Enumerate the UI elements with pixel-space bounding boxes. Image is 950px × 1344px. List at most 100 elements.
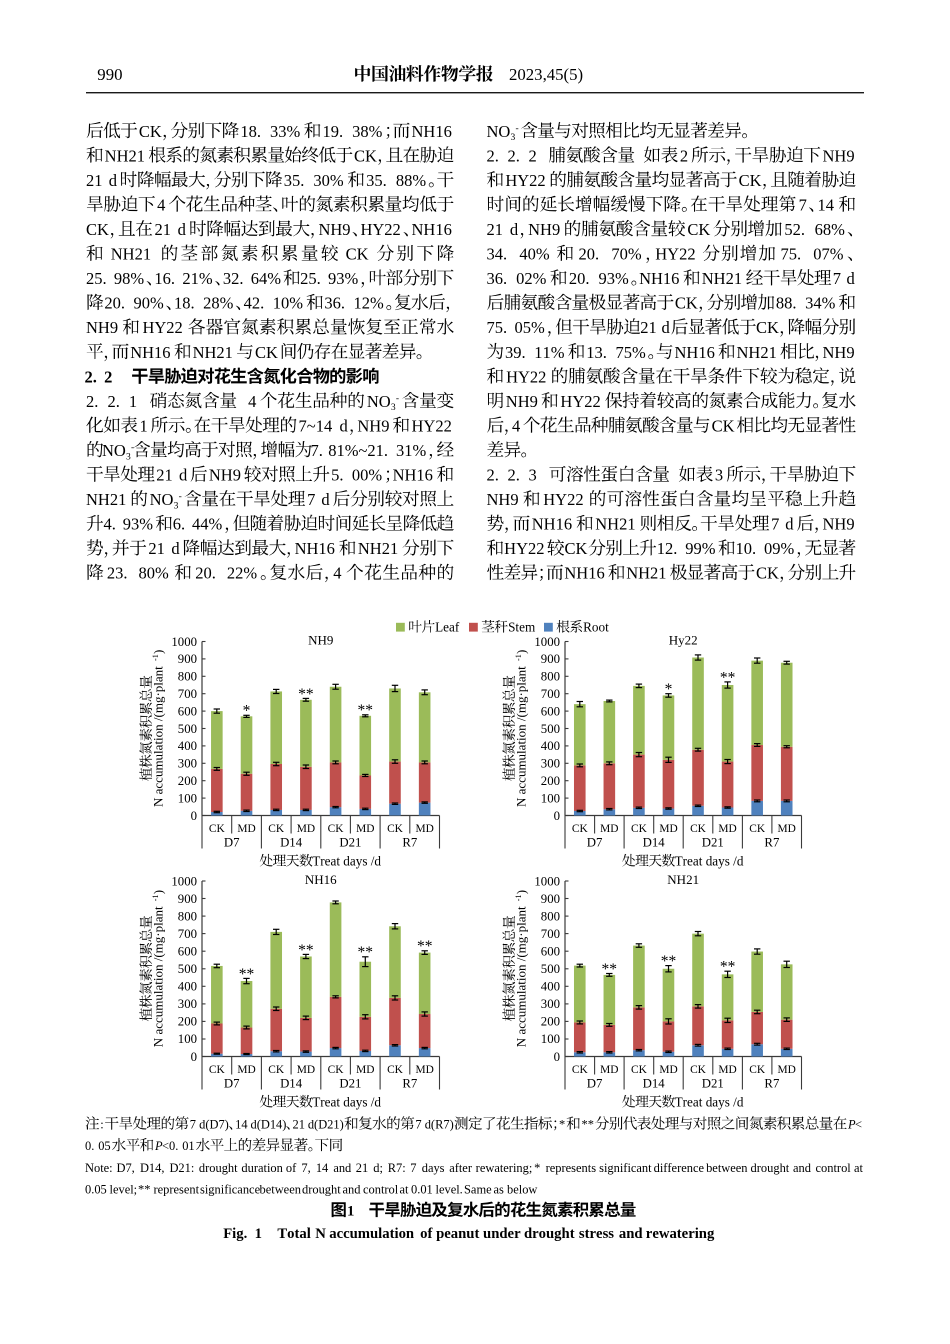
svg-text:HY22: HY22 bbox=[543, 490, 583, 509]
svg-text:1: 1 bbox=[129, 392, 137, 411]
svg-text:Treat days /d: Treat days /d bbox=[675, 1095, 744, 1110]
svg-text:NO: NO bbox=[102, 441, 126, 460]
svg-text:MD: MD bbox=[778, 1064, 796, 1076]
svg-text:100: 100 bbox=[541, 791, 560, 805]
svg-text:44%: 44% bbox=[192, 515, 223, 534]
svg-text:**: ** bbox=[358, 702, 374, 719]
svg-text:**: ** bbox=[239, 966, 255, 983]
svg-text:d: d bbox=[171, 539, 180, 558]
svg-text:d: d bbox=[178, 220, 187, 239]
svg-text:D21: D21 bbox=[339, 1077, 361, 1091]
svg-text:22%: 22% bbox=[227, 564, 258, 583]
svg-text:rewatering;: rewatering; bbox=[476, 1161, 533, 1175]
svg-text:4.: 4. bbox=[103, 515, 115, 534]
svg-text:CK: CK bbox=[756, 564, 779, 583]
svg-text:21: 21 bbox=[487, 220, 504, 239]
svg-text:CK: CK bbox=[749, 1064, 766, 1076]
svg-text:2023,45(5): 2023,45(5) bbox=[509, 65, 583, 84]
svg-text:CK: CK bbox=[675, 294, 698, 313]
svg-text:25.: 25. bbox=[300, 269, 321, 288]
svg-text:400: 400 bbox=[541, 980, 560, 994]
svg-text:NH16: NH16 bbox=[639, 269, 679, 288]
svg-text:18.: 18. bbox=[240, 122, 261, 141]
svg-text:MD: MD bbox=[356, 1064, 374, 1076]
svg-text:0: 0 bbox=[554, 809, 560, 823]
svg-text:**: ** bbox=[358, 944, 374, 961]
svg-text:P: P bbox=[154, 1139, 163, 1153]
svg-text:at: at bbox=[854, 1161, 864, 1175]
svg-text:MD: MD bbox=[659, 1064, 677, 1076]
svg-text:700: 700 bbox=[178, 687, 197, 701]
svg-text:4: 4 bbox=[248, 392, 256, 411]
svg-text:and: and bbox=[619, 1226, 643, 1242]
svg-text:1: 1 bbox=[347, 1204, 354, 1220]
svg-text:93%: 93% bbox=[598, 269, 629, 288]
svg-text:68%: 68% bbox=[815, 220, 846, 239]
svg-text:30%: 30% bbox=[313, 171, 344, 190]
svg-text:NH9: NH9 bbox=[823, 515, 855, 534]
svg-text:MD: MD bbox=[416, 1064, 434, 1076]
svg-text:0.: 0. bbox=[85, 1139, 94, 1153]
svg-text:MD: MD bbox=[600, 1064, 618, 1076]
svg-text:N accumulation /(mg·plant: N accumulation /(mg·plant bbox=[514, 906, 529, 1047]
svg-text:300: 300 bbox=[178, 997, 197, 1011]
svg-text:NH9: NH9 bbox=[86, 318, 118, 337]
svg-text:-1: -1 bbox=[514, 654, 523, 661]
svg-text:600: 600 bbox=[178, 704, 197, 718]
svg-text:d: d bbox=[340, 416, 349, 435]
svg-text:): ) bbox=[514, 890, 529, 894]
svg-text:d: d bbox=[785, 515, 794, 534]
svg-text:2.: 2. bbox=[107, 392, 119, 411]
svg-text:**: ** bbox=[138, 1182, 150, 1196]
svg-text:21: 21 bbox=[148, 539, 165, 558]
svg-text:4: 4 bbox=[512, 416, 520, 435]
svg-text:below: below bbox=[507, 1182, 537, 1196]
svg-text:CK: CK bbox=[756, 318, 779, 337]
svg-text:-1: -1 bbox=[151, 894, 160, 901]
svg-text:400: 400 bbox=[178, 739, 197, 753]
svg-text:4: 4 bbox=[157, 196, 165, 215]
svg-text:Leaf: Leaf bbox=[435, 620, 460, 635]
svg-text:D7: D7 bbox=[587, 1077, 603, 1091]
svg-text:CK: CK bbox=[354, 146, 377, 165]
svg-text:level;: level; bbox=[110, 1182, 138, 1196]
svg-text:16.: 16. bbox=[154, 269, 175, 288]
svg-text:D14: D14 bbox=[280, 836, 303, 850]
svg-text:5.: 5. bbox=[331, 466, 343, 485]
svg-text:800: 800 bbox=[178, 670, 197, 684]
svg-text:Stem: Stem bbox=[508, 620, 536, 635]
svg-text:HY22: HY22 bbox=[360, 220, 400, 239]
svg-text:CK: CK bbox=[209, 823, 226, 835]
svg-text:MD: MD bbox=[718, 1064, 736, 1076]
svg-text:800: 800 bbox=[541, 670, 560, 684]
svg-text:900: 900 bbox=[541, 892, 560, 906]
svg-text:01: 01 bbox=[182, 1139, 194, 1153]
svg-text:02%: 02% bbox=[516, 269, 547, 288]
svg-text:NO: NO bbox=[487, 122, 511, 141]
svg-text:rewatering: rewatering bbox=[646, 1226, 715, 1242]
svg-text:d(D21): d(D21) bbox=[308, 1118, 344, 1132]
svg-text:drought: drought bbox=[524, 1226, 575, 1242]
svg-text:MD: MD bbox=[778, 823, 796, 835]
svg-text:NH21: NH21 bbox=[702, 269, 742, 288]
svg-text:7: 7 bbox=[833, 269, 841, 288]
svg-text:3: 3 bbox=[529, 466, 537, 485]
svg-text:after: after bbox=[449, 1161, 473, 1175]
svg-text:7: 7 bbox=[190, 1118, 196, 1132]
svg-text:0: 0 bbox=[554, 1050, 560, 1064]
svg-text:NH21: NH21 bbox=[105, 146, 145, 165]
svg-text:NH16: NH16 bbox=[412, 122, 452, 141]
svg-text:36.: 36. bbox=[487, 269, 508, 288]
svg-text:NH16: NH16 bbox=[305, 872, 337, 887]
svg-text:and: and bbox=[333, 1161, 352, 1175]
svg-text:75%: 75% bbox=[616, 343, 647, 362]
svg-text:CK: CK bbox=[268, 1064, 285, 1076]
svg-text:NH9: NH9 bbox=[487, 490, 519, 509]
svg-text:NO: NO bbox=[367, 392, 391, 411]
svg-text:CK: CK bbox=[690, 823, 707, 835]
svg-text:-: - bbox=[131, 442, 134, 453]
svg-text:0.01: 0.01 bbox=[411, 1182, 433, 1196]
svg-text:99%: 99% bbox=[685, 539, 716, 558]
svg-text:10%: 10% bbox=[273, 294, 304, 313]
svg-text:7: 7 bbox=[307, 490, 315, 509]
